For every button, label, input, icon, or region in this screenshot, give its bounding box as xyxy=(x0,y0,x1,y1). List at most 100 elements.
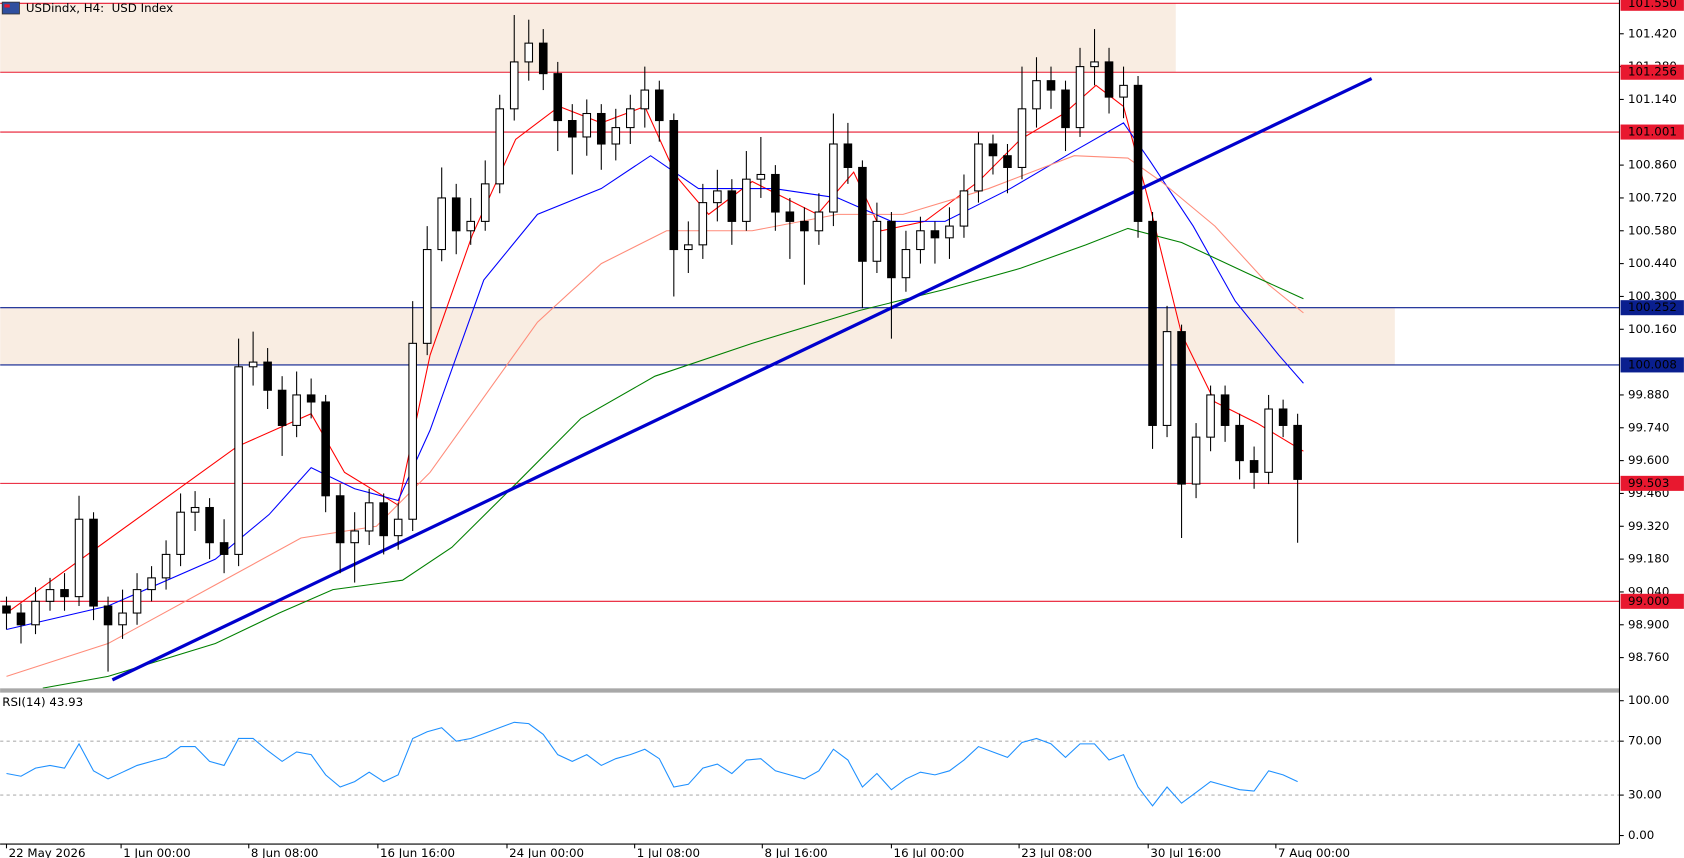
candle-body xyxy=(1017,108,1027,168)
level-label-box xyxy=(1620,0,1684,11)
level-label-box xyxy=(1620,357,1684,373)
candle-body xyxy=(1220,394,1230,426)
candle-body xyxy=(785,211,795,222)
rsi-tick-label: 70.00 xyxy=(1628,734,1662,748)
candle-body xyxy=(219,542,229,555)
x-tick-label: 7 Aug 00:00 xyxy=(1278,846,1350,858)
candle-body xyxy=(916,230,925,251)
candle-body xyxy=(887,220,896,279)
candle-body xyxy=(626,108,635,129)
candle-body xyxy=(611,127,621,145)
level-label-box xyxy=(1620,124,1684,140)
level-label-box xyxy=(1620,300,1684,316)
zone xyxy=(0,307,1395,365)
level-label: 101.550 xyxy=(1628,0,1677,10)
moving-average xyxy=(6,155,1304,677)
panel-separator xyxy=(0,688,1620,693)
x-tick-label: 8 Jul 16:00 xyxy=(764,846,827,858)
candle-body xyxy=(1293,424,1302,480)
candle-body xyxy=(988,143,998,157)
moving-average xyxy=(6,122,1304,630)
candle-body xyxy=(742,178,751,222)
header: USDindx, H4: USD Index xyxy=(1,1,173,15)
level-label: 100.008 xyxy=(1628,357,1677,371)
candle-body xyxy=(567,120,577,138)
candle-body xyxy=(698,202,708,246)
candle-body xyxy=(509,61,519,110)
y-tick-label: 99.740 xyxy=(1628,420,1669,434)
candle-body xyxy=(727,190,737,222)
candle-body xyxy=(451,197,461,232)
y-tick-label: 100.720 xyxy=(1628,190,1677,204)
candle-body xyxy=(655,89,664,122)
candle-body xyxy=(1003,155,1012,168)
y-tick-label: 100.300 xyxy=(1628,289,1677,303)
candle-body xyxy=(756,173,766,180)
candle-body xyxy=(60,589,69,598)
candle-body xyxy=(1249,460,1259,473)
level-label-box xyxy=(1620,64,1684,80)
candle-body xyxy=(814,211,824,232)
x-tick-label: 23 Jul 08:00 xyxy=(1021,846,1092,858)
candle-body xyxy=(263,361,272,391)
indicator-title: RSI(14) 43.93 xyxy=(2,695,83,709)
candle-body xyxy=(2,605,11,614)
rsi-tick-label: 0.00 xyxy=(1628,828,1654,842)
level-label-box xyxy=(1620,593,1684,609)
candle-body xyxy=(364,502,374,532)
candle-body xyxy=(930,230,940,239)
candle-body xyxy=(582,112,592,138)
candle-body xyxy=(31,600,40,626)
rsi-tick-label: 100.00 xyxy=(1628,693,1669,707)
candle-body xyxy=(669,120,679,251)
candle-body xyxy=(350,530,359,544)
candle-body xyxy=(713,190,722,204)
candle-body xyxy=(974,143,983,192)
candle-body xyxy=(466,220,476,232)
y-tick-label: 100.440 xyxy=(1628,256,1677,270)
candle-body xyxy=(959,190,969,227)
candle-body xyxy=(1133,84,1143,222)
candle-body xyxy=(321,401,330,497)
symbol-icon-flag xyxy=(4,4,10,8)
candle-body xyxy=(829,143,838,213)
candle-body xyxy=(234,366,243,555)
x-tick-label: 16 Jun 16:00 xyxy=(380,846,455,858)
candle-body xyxy=(1177,331,1186,485)
x-tick-label: 16 Jul 00:00 xyxy=(894,846,965,858)
candle-body xyxy=(843,143,853,168)
candle-body xyxy=(1046,80,1056,91)
candle-body xyxy=(1206,394,1215,438)
level-label: 101.001 xyxy=(1628,125,1677,139)
candle-body xyxy=(800,220,809,232)
y-tick-label: 99.880 xyxy=(1628,387,1669,401)
candle-body xyxy=(277,389,287,426)
candle-body xyxy=(422,248,432,344)
chart-title: USDindx, H4: USD Index xyxy=(26,1,173,15)
candle-body xyxy=(945,225,954,239)
level-label: 99.000 xyxy=(1628,594,1669,608)
candle-body xyxy=(248,361,258,368)
candle-body xyxy=(147,577,156,591)
candle-body xyxy=(1061,89,1070,129)
rsi-line xyxy=(6,721,1298,807)
candle-body xyxy=(524,42,534,63)
candle-body xyxy=(89,518,98,607)
level-label: 101.256 xyxy=(1628,65,1677,79)
symbol-icon xyxy=(1,1,20,15)
candle-body xyxy=(480,183,490,222)
candle-body xyxy=(292,394,301,426)
candle-body xyxy=(1104,61,1114,98)
candle-body xyxy=(553,73,563,122)
level-label-box xyxy=(1620,475,1684,491)
trend-line xyxy=(111,77,1373,682)
candle-body xyxy=(1075,66,1085,129)
y-tick-label: 100.580 xyxy=(1628,223,1677,237)
candle-body xyxy=(132,589,142,614)
y-tick-label: 98.760 xyxy=(1628,650,1669,664)
x-tick-label: 22 May 2026 xyxy=(9,846,86,858)
candle-body xyxy=(771,173,780,213)
candle-body xyxy=(596,112,606,145)
candle-body xyxy=(103,605,113,626)
